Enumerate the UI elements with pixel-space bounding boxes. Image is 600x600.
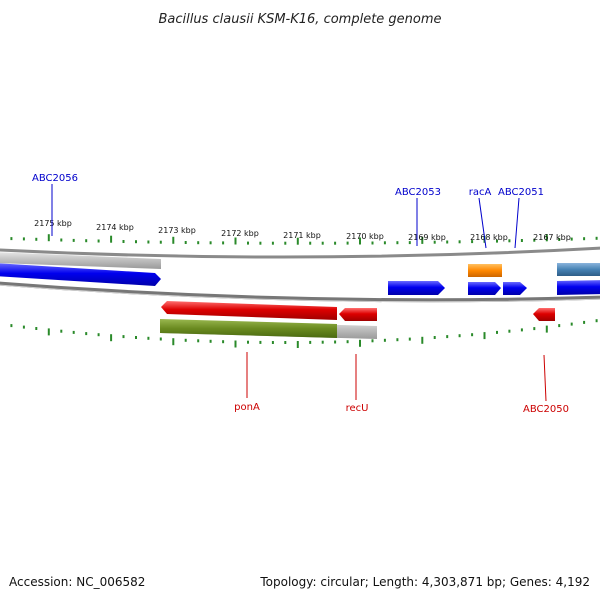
gene-abc2056-arrow[interactable] <box>0 263 161 286</box>
scale-label-2170: 2170 kbp <box>346 232 384 241</box>
gene-abc2050-arrow[interactable] <box>533 308 555 321</box>
reverse-strand-features <box>160 301 555 339</box>
callout-abc2051 <box>514 197 520 249</box>
gene-label-abc2050[interactable]: ABC2050 <box>523 404 569 415</box>
gene-label-abc2051[interactable]: ABC2051 <box>498 187 544 198</box>
olive-feature-center[interactable] <box>160 319 337 338</box>
scale-label-2167: 2167 kbp <box>533 233 571 242</box>
callout-raca <box>478 197 487 249</box>
gray-feature-left[interactable] <box>0 252 161 269</box>
steel-feature-right[interactable] <box>557 263 600 276</box>
accession-text: Accession: NC_006582 <box>9 575 145 589</box>
gene-right-edge-arrow[interactable] <box>557 280 600 295</box>
gene-raca-feature[interactable] <box>468 264 502 277</box>
scale-label-2168: 2168 kbp <box>470 233 508 242</box>
gene-label-abc2053[interactable]: ABC2053 <box>395 187 441 198</box>
gene-raca-arrow[interactable] <box>468 282 501 295</box>
backbone-main-arc <box>0 281 600 303</box>
gene-pona-arrow[interactable] <box>161 301 337 320</box>
backbone-highlight <box>0 284 600 303</box>
scale-labels: 2175 kbp 2174 kbp 2173 kbp 2172 kbp 2171… <box>34 219 571 242</box>
scale-label-2171: 2171 kbp <box>283 231 321 240</box>
gene-labels: ABC2056 ABC2053 racA ABC2051 ponA recU A… <box>32 173 569 415</box>
gene-recu-arrow[interactable] <box>339 308 377 321</box>
genome-title: Bacillus clausii KSM-K16, complete genom… <box>158 12 441 27</box>
gene-label-abc2056[interactable]: ABC2056 <box>32 173 78 184</box>
gene-abc2051-arrow[interactable] <box>503 282 527 295</box>
scale-label-2174: 2174 kbp <box>96 223 134 232</box>
gene-label-pona[interactable]: ponA <box>234 402 260 413</box>
gene-abc2053-arrow[interactable] <box>388 281 445 295</box>
scale-label-2169: 2169 kbp <box>408 233 446 242</box>
scale-ticks-top <box>10 234 598 245</box>
forward-strand-features <box>0 252 600 295</box>
gene-label-recu[interactable]: recU <box>346 403 369 414</box>
scale-label-2173: 2173 kbp <box>158 226 196 235</box>
callout-lines <box>51 184 547 402</box>
scale-ticks-bottom <box>10 319 598 348</box>
scale-label-2172: 2172 kbp <box>221 229 259 238</box>
gene-label-raca[interactable]: racA <box>469 187 492 198</box>
genome-summary-text: Topology: circular; Length: 4,303,871 bp… <box>259 575 590 589</box>
callout-abc2050 <box>543 354 547 402</box>
backbone-upper-arc <box>0 246 600 259</box>
scale-label-2175: 2175 kbp <box>34 219 72 228</box>
